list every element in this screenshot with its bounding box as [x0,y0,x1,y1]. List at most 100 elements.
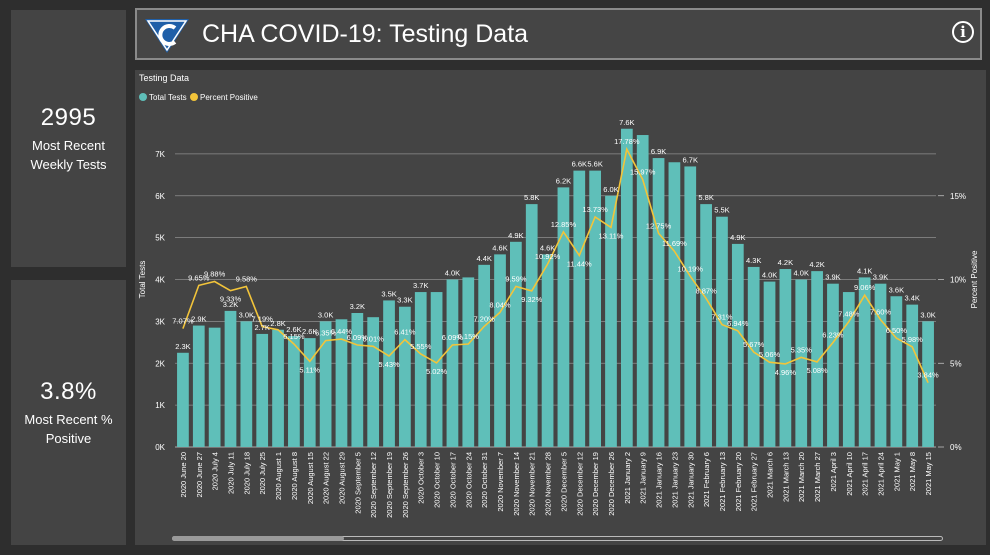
bar [351,313,364,447]
percent-data-label: 5.08% [806,366,828,375]
bar-data-label: 2.6K [286,325,301,334]
x-tick-label: 2021 April 10 [845,452,854,496]
kpi-value-weekly-tests: 2995 [40,103,97,131]
percent-data-label: 11.44% [567,259,592,268]
x-tick-label: 2020 November 21 [528,452,537,516]
bar-data-label: 4.0K [762,271,777,280]
percent-data-label: 8.04% [489,300,511,309]
bar [509,241,522,447]
chart-card: Testing Data Total Tests Percent Positiv… [135,70,986,545]
bar-data-label: 4.6K [492,243,507,252]
bar-data-label: 3.5K [381,289,396,298]
percent-data-label: 11.69% [662,239,687,248]
header-bar: CHA COVID-19: Testing Data i [135,8,982,60]
bar [652,158,665,447]
bar [224,310,237,447]
y-tick-label: 3K [155,317,165,326]
legend-swatch-percent-positive [190,93,198,101]
bar [716,216,728,447]
y2-tick-label: 0% [950,443,962,452]
x-tick-label: 2020 August 8 [290,452,299,500]
x-tick-label: 2020 August 29 [337,452,346,504]
x-tick-label: 2020 September 5 [353,452,362,514]
x-tick-label: 2020 September 19 [385,452,394,518]
page-title: CHA COVID-19: Testing Data [202,20,529,48]
bar [414,292,427,447]
bar-data-label: 6.9K [651,147,666,156]
percent-data-label: 5.35% [791,345,813,354]
bar [922,321,934,447]
percent-data-label: 9.59% [505,274,527,283]
bar-data-label: 6.6K [572,160,587,169]
x-tick-label: 2021 February 6 [702,452,711,507]
y-tick-label: 6K [155,192,165,201]
y-tick-label: 7K [155,150,165,159]
bar-data-label: 4.4K [476,254,491,263]
bar-data-label: 4.9K [508,231,523,240]
x-tick-label: 2020 October 3 [417,452,426,504]
x-tick-label: 2021 February 13 [718,452,727,511]
percent-data-label: 12.75% [646,221,672,230]
y2-axis-title: Percent Positive [970,250,979,308]
x-tick-label: 2021 April 24 [877,452,886,496]
x-tick-label: 2021 May 1 [892,452,901,491]
percent-data-label: 7.20% [474,314,496,323]
legend-item-total-tests[interactable]: Total Tests [139,93,187,102]
percent-data-label: 7.48% [838,310,860,319]
percent-data-label: 5.11% [299,365,320,374]
bar [192,325,205,447]
percent-data-label: 5.55% [410,342,432,351]
bar [605,195,617,447]
bar [557,187,570,447]
info-icon[interactable]: i [952,21,974,43]
percent-data-label: 9.06% [854,283,876,292]
bar [763,281,776,447]
x-tick-label: 2021 February 27 [750,452,759,511]
percent-data-label: 7.60% [870,308,892,317]
x-tick-label: 2021 March 6 [766,452,775,498]
bar [288,336,300,447]
y2-tick-label: 15% [950,192,966,201]
percent-data-label: 5.67% [743,340,765,349]
y-tick-label: 4K [155,276,165,285]
y-axis-title: Total Tests [138,261,147,299]
kpi-label-percent-positive: Most Recent % Positive [24,411,113,446]
x-tick-label: 2020 November 14 [512,452,521,516]
bar-data-label: 3.0K [920,310,935,319]
bar-data-label: 6.0K [603,185,618,194]
bar [335,319,348,447]
scrollbar-thumb[interactable] [172,536,344,541]
kpi-label-weekly-tests: Most Recent Weekly Tests [30,137,107,172]
x-tick-label: 2021 May 15 [924,452,933,495]
legend-item-percent-positive[interactable]: Percent Positive [190,93,258,102]
bar [383,300,395,447]
bar [573,170,586,447]
bar [858,277,871,447]
bar [731,243,744,447]
percent-data-label: 5.43% [378,360,400,369]
bar [890,296,903,447]
percent-data-label: 6.15% [283,332,305,341]
bar-data-label: 4.9K [730,233,745,242]
legend-label-percent-positive: Percent Positive [200,93,258,102]
bar-data-label: 5.8K [524,193,539,202]
percent-data-label: 9.32% [521,295,543,304]
bar [620,128,633,447]
x-tick-label: 2020 December 12 [575,452,584,516]
bar-data-label: 6.2K [556,176,571,185]
bar [208,327,221,447]
percent-data-label: 6.01% [363,334,385,343]
percent-data-label: 5.02% [426,367,448,376]
percent-data-label: 6.09% [347,333,369,342]
legend-label-total-tests: Total Tests [149,93,187,102]
x-tick-label: 2020 July 18 [242,452,251,495]
bar [494,254,506,447]
x-tick-label: 2020 June 27 [195,452,204,497]
bar-data-label: 4.0K [794,269,809,278]
bar [256,333,269,447]
percent-data-label: 9.65% [188,273,210,282]
x-tick-label: 2020 July 11 [226,452,235,494]
x-tick-label: 2020 August 22 [322,452,331,504]
percent-data-label: 13.11% [599,231,624,240]
percent-data-label: 12.85% [551,220,577,229]
